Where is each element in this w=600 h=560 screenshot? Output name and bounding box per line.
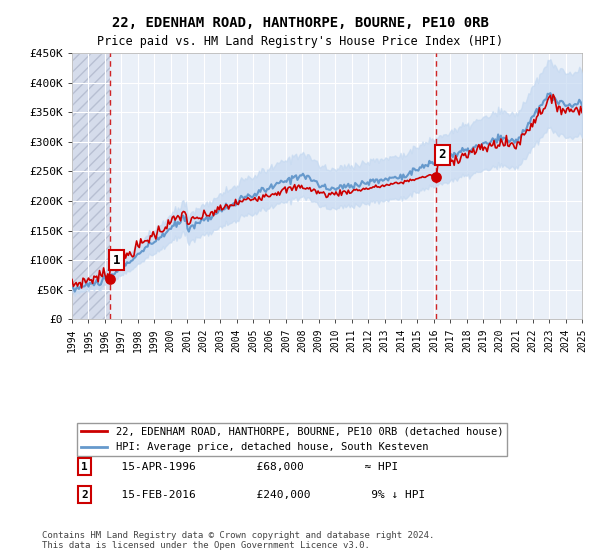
Legend: 22, EDENHAM ROAD, HANTHORPE, BOURNE, PE10 0RB (detached house), HPI: Average pri: 22, EDENHAM ROAD, HANTHORPE, BOURNE, PE1… bbox=[77, 423, 508, 456]
Point bbox=[431, 173, 441, 182]
Text: 15-APR-1996         £68,000         ≈ HPI: 15-APR-1996 £68,000 ≈ HPI bbox=[108, 462, 398, 472]
Text: 2: 2 bbox=[82, 490, 88, 500]
Text: 2: 2 bbox=[439, 148, 446, 161]
Polygon shape bbox=[72, 53, 110, 319]
Point bbox=[105, 274, 115, 283]
Text: 1: 1 bbox=[113, 254, 120, 267]
Text: Price paid vs. HM Land Registry's House Price Index (HPI): Price paid vs. HM Land Registry's House … bbox=[97, 35, 503, 48]
Text: 1: 1 bbox=[82, 462, 88, 472]
Text: 22, EDENHAM ROAD, HANTHORPE, BOURNE, PE10 0RB: 22, EDENHAM ROAD, HANTHORPE, BOURNE, PE1… bbox=[112, 16, 488, 30]
Text: Contains HM Land Registry data © Crown copyright and database right 2024.
This d: Contains HM Land Registry data © Crown c… bbox=[42, 530, 434, 550]
Text: 15-FEB-2016         £240,000         9% ↓ HPI: 15-FEB-2016 £240,000 9% ↓ HPI bbox=[108, 490, 425, 500]
